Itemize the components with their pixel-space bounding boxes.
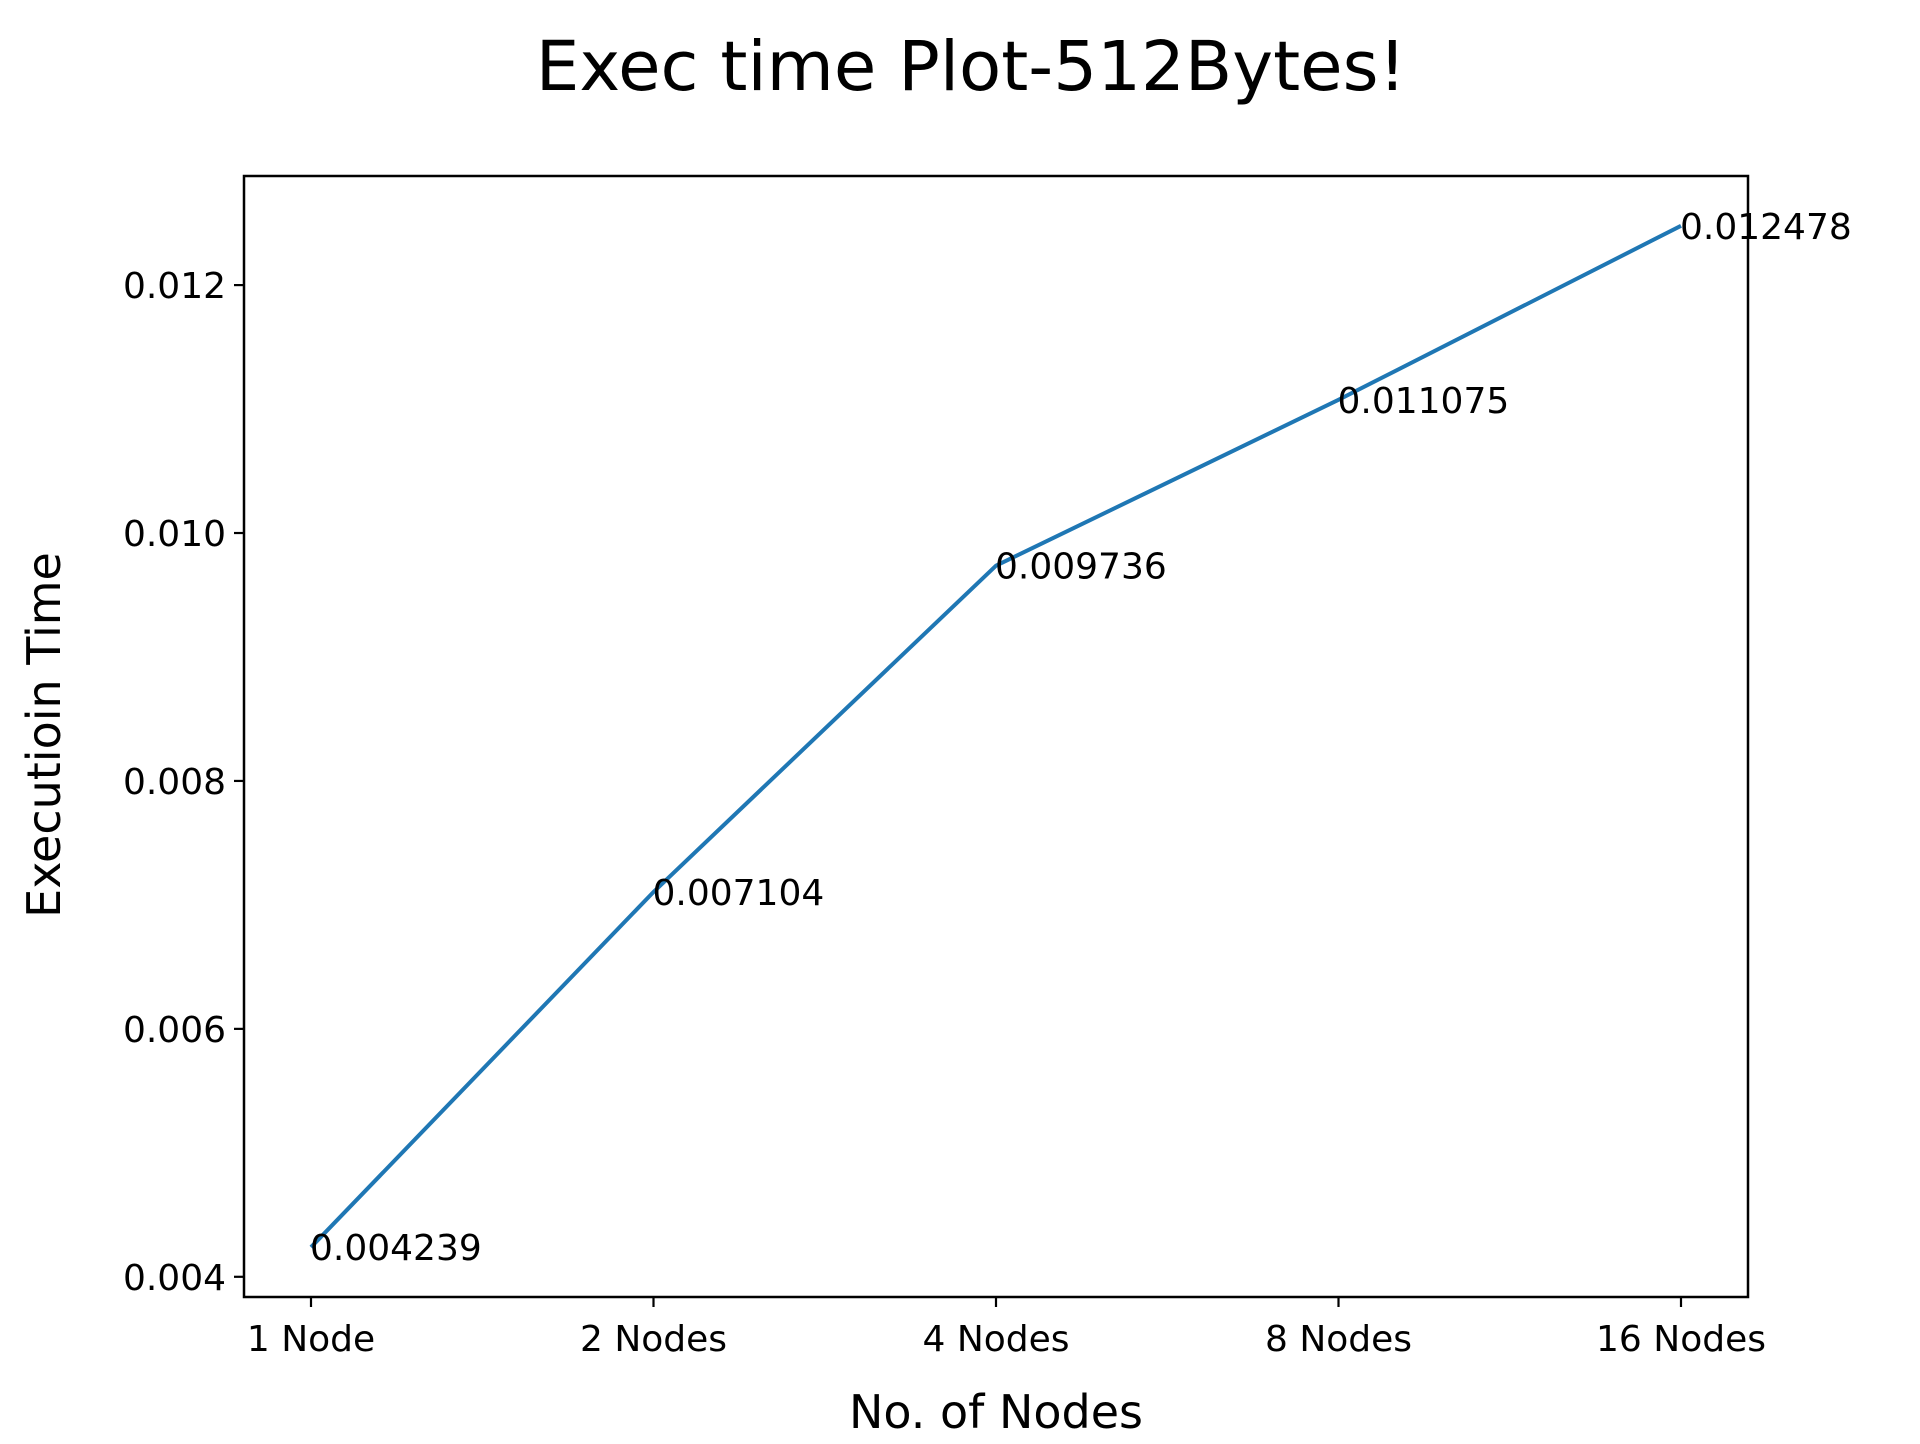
- chart-title: Exec time Plot-512Bytes!: [536, 27, 1406, 107]
- data-label: 0.009736: [995, 547, 1167, 588]
- y-tick-label: 0.006: [123, 1010, 226, 1051]
- x-tick-label: 16 Nodes: [1596, 1319, 1766, 1360]
- x-tick-label: 4 Nodes: [922, 1319, 1069, 1360]
- plot-area-frame: [242, 174, 1750, 1299]
- series-layer: [309, 224, 1682, 1249]
- x-tick-label: 8 Nodes: [1265, 1319, 1412, 1360]
- y-tick-label: 0.004: [123, 1258, 226, 1299]
- data-label: 0.004239: [310, 1228, 482, 1269]
- series-line: [309, 224, 1682, 1249]
- y-tick-label: 0.012: [123, 266, 226, 307]
- x-tick-label: 2 Nodes: [580, 1319, 727, 1360]
- data-label: 0.011075: [1338, 381, 1510, 422]
- y-tick-label: 0.008: [123, 762, 226, 803]
- y-tick-label: 0.010: [123, 514, 226, 555]
- x-axis-label: No. of Nodes: [849, 1385, 1143, 1439]
- data-label: 0.012478: [1680, 207, 1852, 248]
- axis-ticks: 1 Node 2 Nodes 4 Nodes 8 Nodes 16 Nodes 0.004…: [123, 266, 1766, 1360]
- data-label: 0.007104: [653, 873, 825, 914]
- y-axis-label: Executioin Time: [17, 552, 71, 918]
- x-tick-label: 1 Node: [247, 1319, 375, 1360]
- data-labels: 0.004239 0.007104 0.009736 0.011075 0.012478: [310, 207, 1852, 1269]
